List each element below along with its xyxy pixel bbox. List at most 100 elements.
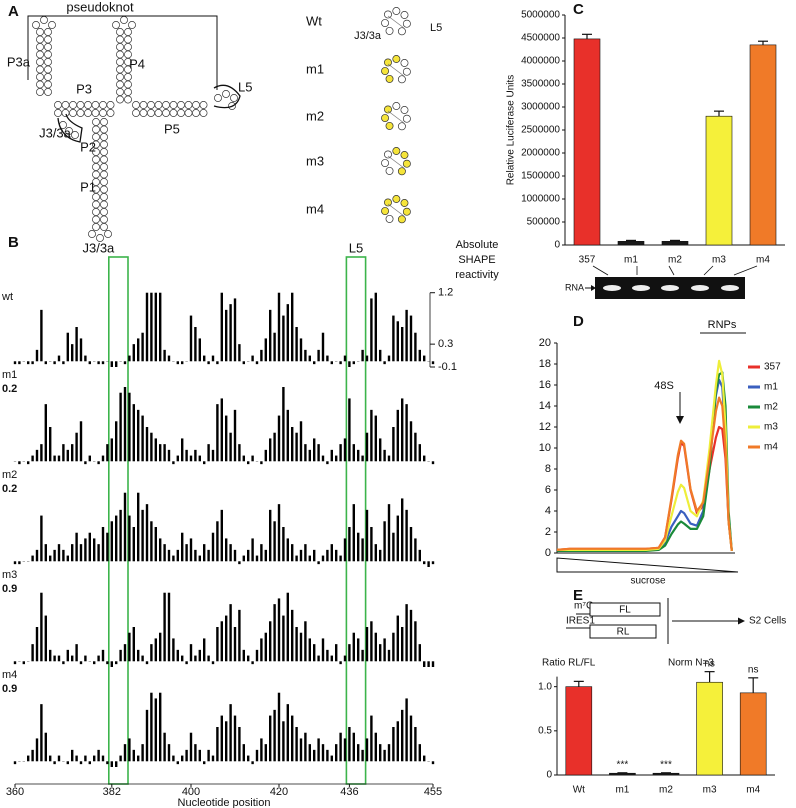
bar bbox=[44, 404, 47, 462]
bar bbox=[194, 549, 197, 562]
x-tick-label: m3 bbox=[703, 785, 717, 796]
pseudoknot-box bbox=[27, 15, 218, 90]
bar bbox=[423, 561, 426, 565]
bar bbox=[392, 315, 395, 362]
bar bbox=[106, 444, 109, 462]
nucleotide bbox=[192, 109, 200, 117]
bar bbox=[357, 744, 360, 762]
row-label: wt bbox=[1, 291, 13, 303]
bar bbox=[401, 398, 404, 462]
bar bbox=[696, 681, 723, 776]
y-tick-label: 16 bbox=[539, 379, 551, 391]
bar bbox=[198, 455, 201, 462]
gel-connector bbox=[592, 265, 609, 276]
bar bbox=[352, 361, 355, 365]
highlight-box bbox=[345, 256, 367, 785]
bar bbox=[84, 655, 87, 662]
bar bbox=[216, 404, 219, 462]
nucleotide bbox=[36, 88, 44, 96]
bar bbox=[277, 292, 281, 362]
bar bbox=[163, 592, 166, 662]
bar bbox=[361, 349, 364, 362]
structure-label: L5 bbox=[238, 79, 252, 94]
bar bbox=[225, 415, 228, 462]
bar bbox=[145, 292, 149, 362]
bar bbox=[247, 755, 250, 762]
row-scale: 0.9 bbox=[2, 683, 17, 695]
y-tick-label: -0.1 bbox=[438, 361, 457, 373]
bar bbox=[141, 332, 144, 362]
schematic-rl: RL bbox=[617, 627, 630, 638]
bar bbox=[101, 527, 105, 562]
bar bbox=[238, 727, 241, 762]
nucleotide bbox=[392, 55, 401, 63]
nucleotide bbox=[76, 101, 85, 109]
bar bbox=[225, 615, 228, 662]
pair-line bbox=[387, 203, 405, 217]
bar bbox=[396, 721, 399, 762]
gel-connector bbox=[668, 265, 675, 276]
nucleotide bbox=[199, 109, 208, 117]
nucleotide bbox=[381, 159, 389, 167]
arrow-head bbox=[738, 617, 745, 625]
bar bbox=[414, 432, 417, 462]
line bbox=[557, 371, 733, 552]
bar bbox=[203, 355, 206, 362]
schematic-cap: m⁷G bbox=[574, 601, 594, 612]
bar bbox=[229, 704, 232, 762]
bar bbox=[93, 755, 96, 762]
bar bbox=[150, 644, 153, 662]
bar bbox=[295, 727, 298, 762]
bar bbox=[277, 504, 281, 562]
bar bbox=[145, 709, 149, 762]
bar bbox=[423, 455, 426, 462]
nucleotide bbox=[100, 178, 108, 186]
bar bbox=[110, 761, 113, 767]
bar bbox=[229, 544, 232, 562]
bar bbox=[233, 627, 237, 662]
bar bbox=[339, 732, 342, 762]
bar bbox=[216, 521, 219, 562]
nucleotide bbox=[392, 7, 401, 15]
nucleotide bbox=[392, 195, 401, 203]
pair-line bbox=[387, 15, 405, 29]
bar bbox=[269, 509, 272, 562]
nucleotide bbox=[116, 43, 124, 51]
bar bbox=[88, 761, 91, 765]
nucleotide bbox=[92, 125, 100, 134]
bar bbox=[233, 298, 237, 362]
bar bbox=[299, 632, 303, 662]
bar bbox=[198, 749, 201, 762]
nucleotide bbox=[402, 114, 411, 123]
bar bbox=[194, 744, 197, 762]
nucleotide bbox=[385, 121, 394, 130]
nucleotide bbox=[92, 118, 100, 126]
nucleotide bbox=[100, 155, 108, 164]
y-tick-label: 500000 bbox=[527, 217, 561, 228]
bar bbox=[392, 632, 395, 662]
y-tick-label: 14 bbox=[539, 400, 551, 412]
nucleotide bbox=[96, 234, 104, 242]
bar bbox=[207, 749, 210, 762]
row-label: m2 bbox=[2, 469, 17, 481]
bar bbox=[137, 755, 140, 762]
gel-band bbox=[721, 285, 739, 291]
y-tick-label: 2 bbox=[545, 526, 551, 538]
bar bbox=[176, 361, 179, 365]
nucleotide bbox=[92, 155, 100, 164]
row-scale: 0.9 bbox=[2, 583, 17, 595]
bar bbox=[53, 655, 56, 662]
nucleotide bbox=[54, 101, 62, 109]
bar bbox=[286, 704, 289, 762]
bar bbox=[308, 744, 311, 762]
bar bbox=[40, 704, 43, 762]
nucleotide bbox=[397, 167, 406, 176]
bar bbox=[255, 749, 259, 762]
bar bbox=[282, 387, 285, 462]
bar bbox=[409, 715, 413, 762]
nucleotide bbox=[384, 198, 392, 207]
highlight-label: L5 bbox=[349, 240, 363, 255]
nucleotide bbox=[100, 163, 108, 171]
panel-letter: A bbox=[8, 3, 19, 20]
bar bbox=[260, 461, 263, 465]
